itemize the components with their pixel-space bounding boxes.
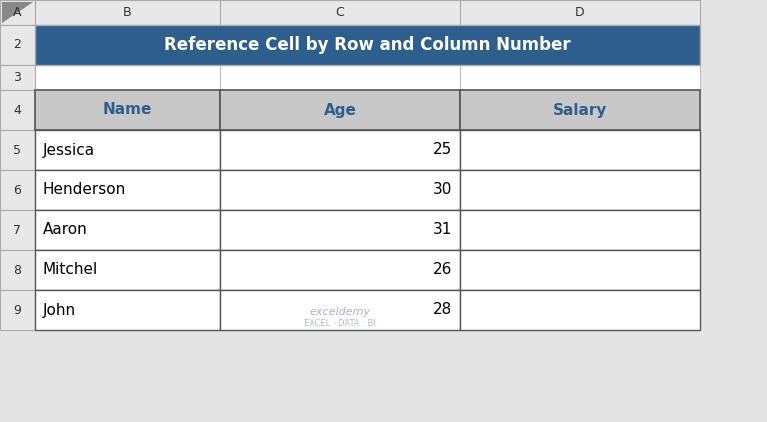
Bar	[0, 90, 35, 130]
Text: Jessica: Jessica	[43, 143, 95, 157]
Text: Age: Age	[324, 103, 357, 117]
Bar	[220, 210, 460, 250]
Bar	[460, 250, 700, 290]
Text: Reference Cell by Row and Column Number: Reference Cell by Row and Column Number	[164, 36, 571, 54]
Text: Mitchel: Mitchel	[43, 262, 98, 278]
Bar	[0, 0, 35, 25]
Bar	[35, 130, 220, 170]
Text: 8: 8	[14, 263, 21, 276]
Bar	[220, 65, 460, 90]
Text: 9: 9	[14, 303, 21, 316]
Text: Name: Name	[103, 103, 152, 117]
Bar	[0, 290, 35, 330]
Text: 31: 31	[433, 222, 452, 238]
Text: 5: 5	[14, 143, 21, 157]
Bar	[460, 170, 700, 210]
Bar	[0, 250, 35, 290]
Text: A: A	[13, 6, 21, 19]
Text: 4: 4	[14, 103, 21, 116]
Bar	[35, 90, 220, 130]
Text: 2: 2	[14, 38, 21, 51]
Bar	[460, 0, 700, 25]
Bar	[460, 90, 700, 130]
Text: Henderson: Henderson	[43, 182, 127, 197]
Text: 3: 3	[14, 71, 21, 84]
Text: B: B	[123, 6, 132, 19]
Text: 7: 7	[14, 224, 21, 236]
Bar	[35, 25, 700, 65]
Bar	[220, 0, 460, 25]
Text: D: D	[575, 6, 584, 19]
Bar	[0, 130, 35, 170]
Bar	[35, 65, 220, 90]
Bar	[35, 290, 220, 330]
Text: 25: 25	[433, 143, 452, 157]
Text: John: John	[43, 303, 76, 317]
Bar	[220, 90, 460, 130]
Bar	[460, 130, 700, 170]
Bar	[35, 210, 220, 250]
Bar	[460, 210, 700, 250]
Text: C: C	[336, 6, 344, 19]
Text: exceldemy: exceldemy	[309, 307, 370, 317]
Bar	[35, 0, 220, 25]
Bar	[0, 0, 35, 25]
Text: 28: 28	[433, 303, 452, 317]
Text: 6: 6	[14, 184, 21, 197]
Bar	[35, 250, 220, 290]
Bar	[220, 130, 460, 170]
Bar	[460, 65, 700, 90]
Text: EXCEL · DATA · BI: EXCEL · DATA · BI	[304, 319, 376, 327]
Bar	[220, 170, 460, 210]
Bar	[0, 25, 35, 65]
Text: 26: 26	[433, 262, 452, 278]
Bar	[0, 210, 35, 250]
Polygon shape	[2, 2, 33, 23]
Bar	[220, 250, 460, 290]
Bar	[0, 65, 35, 90]
Bar	[460, 290, 700, 330]
Text: 30: 30	[433, 182, 452, 197]
Bar	[0, 170, 35, 210]
Text: Salary: Salary	[553, 103, 607, 117]
Text: Aaron: Aaron	[43, 222, 87, 238]
Bar	[35, 170, 220, 210]
Bar	[220, 290, 460, 330]
